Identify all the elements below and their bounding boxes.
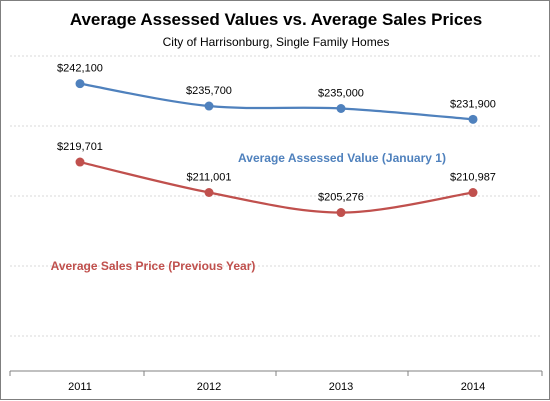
chart-subtitle: City of Harrisonburg, Single Family Home… <box>163 35 390 49</box>
x-tick-label: 2014 <box>461 381 485 393</box>
series-sales-price: $219,701 $211,001 $205,276 $210,987 Average … <box>51 141 496 273</box>
series-assessed-value: $242,100 $235,700 $235,000 $231,900 Average … <box>57 63 496 165</box>
data-point <box>75 157 85 167</box>
x-axis-ticks: 2011 2012 2013 2014 <box>9 371 543 393</box>
data-point <box>336 104 346 113</box>
data-label: $231,900 <box>450 98 496 110</box>
gridlines <box>10 55 542 337</box>
series-name-label: Average Sales Price (Previous Year) <box>51 259 256 273</box>
data-label: $205,276 <box>318 192 364 204</box>
x-tick-label: 2012 <box>197 381 221 393</box>
series-line <box>79 160 474 214</box>
data-label: $235,700 <box>186 85 232 97</box>
x-tick-label: 2013 <box>329 381 353 393</box>
data-point <box>204 187 214 197</box>
data-point <box>336 208 346 218</box>
data-point <box>75 79 85 89</box>
x-tick-label: 2011 <box>68 381 92 393</box>
data-label: $235,000 <box>318 88 364 100</box>
series-name-label: Average Assessed Value (January 1) <box>238 151 446 165</box>
data-point <box>468 188 478 198</box>
data-label: $242,100 <box>57 63 103 75</box>
data-point <box>468 114 478 124</box>
data-point <box>204 101 214 111</box>
data-label: $219,701 <box>57 141 103 153</box>
data-label: $211,001 <box>186 171 231 183</box>
data-label: $210,987 <box>450 172 496 184</box>
series-line <box>79 82 474 121</box>
chart-title: Average Assessed Values vs. Average Sale… <box>70 10 482 29</box>
series-layer: $242,100 $235,700 $235,000 $231,900 Average … <box>51 63 496 273</box>
